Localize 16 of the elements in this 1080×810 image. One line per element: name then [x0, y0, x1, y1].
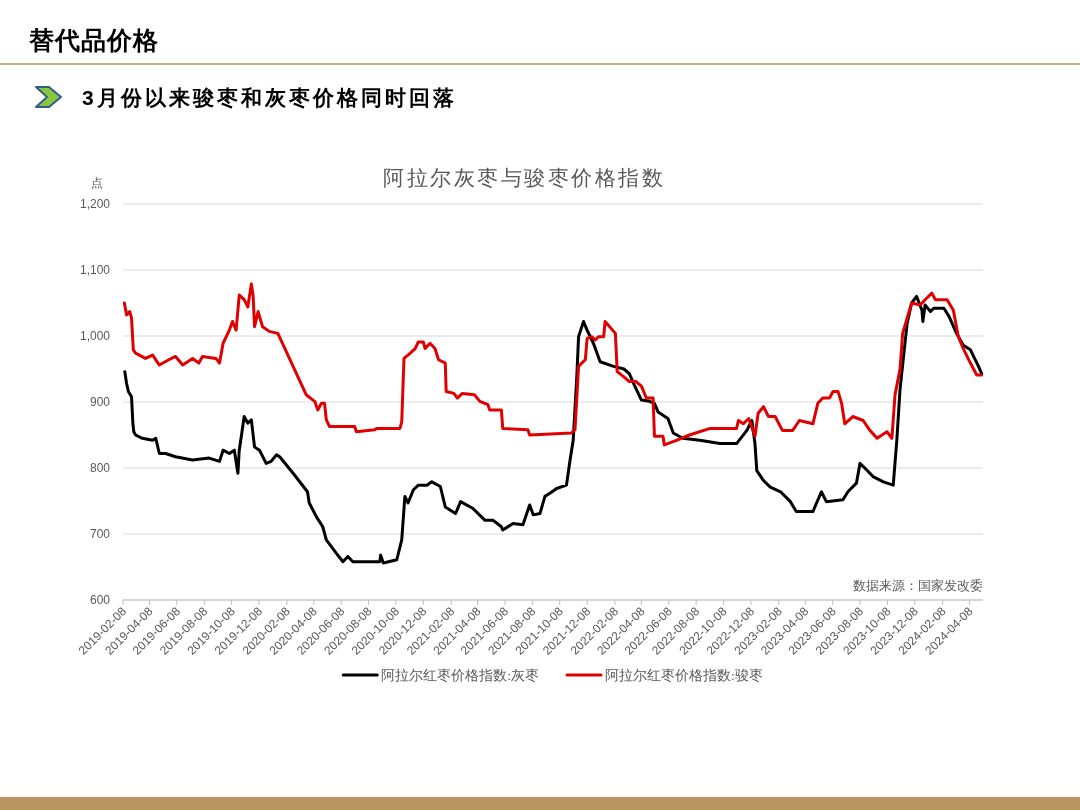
y-tick-label: 900 [89, 395, 111, 409]
y-tick-label: 1,100 [79, 263, 111, 277]
chart-subtitle: 3月份以来骏枣和灰枣价格同时回落 [82, 86, 457, 109]
y-tick-label: 1,000 [79, 329, 111, 343]
annotation: 数据来源：国家发改委 [853, 578, 983, 593]
y-tick-label: 800 [89, 461, 111, 475]
line-series [122, 282, 984, 447]
y-tick-label: 1,200 [79, 197, 111, 211]
text: 替代品价格 [28, 26, 159, 54]
y-tick-label: 700 [89, 527, 111, 541]
legend-label: 阿拉尔红枣价格指数:骏枣 [605, 668, 763, 683]
y-tick-label: 600 [89, 593, 111, 607]
legend-label: 阿拉尔红枣价格指数:灰枣 [381, 668, 539, 683]
y-axis-title: 点 [91, 176, 103, 190]
line-series [123, 294, 984, 565]
chart-title: 阿拉尔灰枣与骏枣价格指数 [383, 166, 665, 190]
